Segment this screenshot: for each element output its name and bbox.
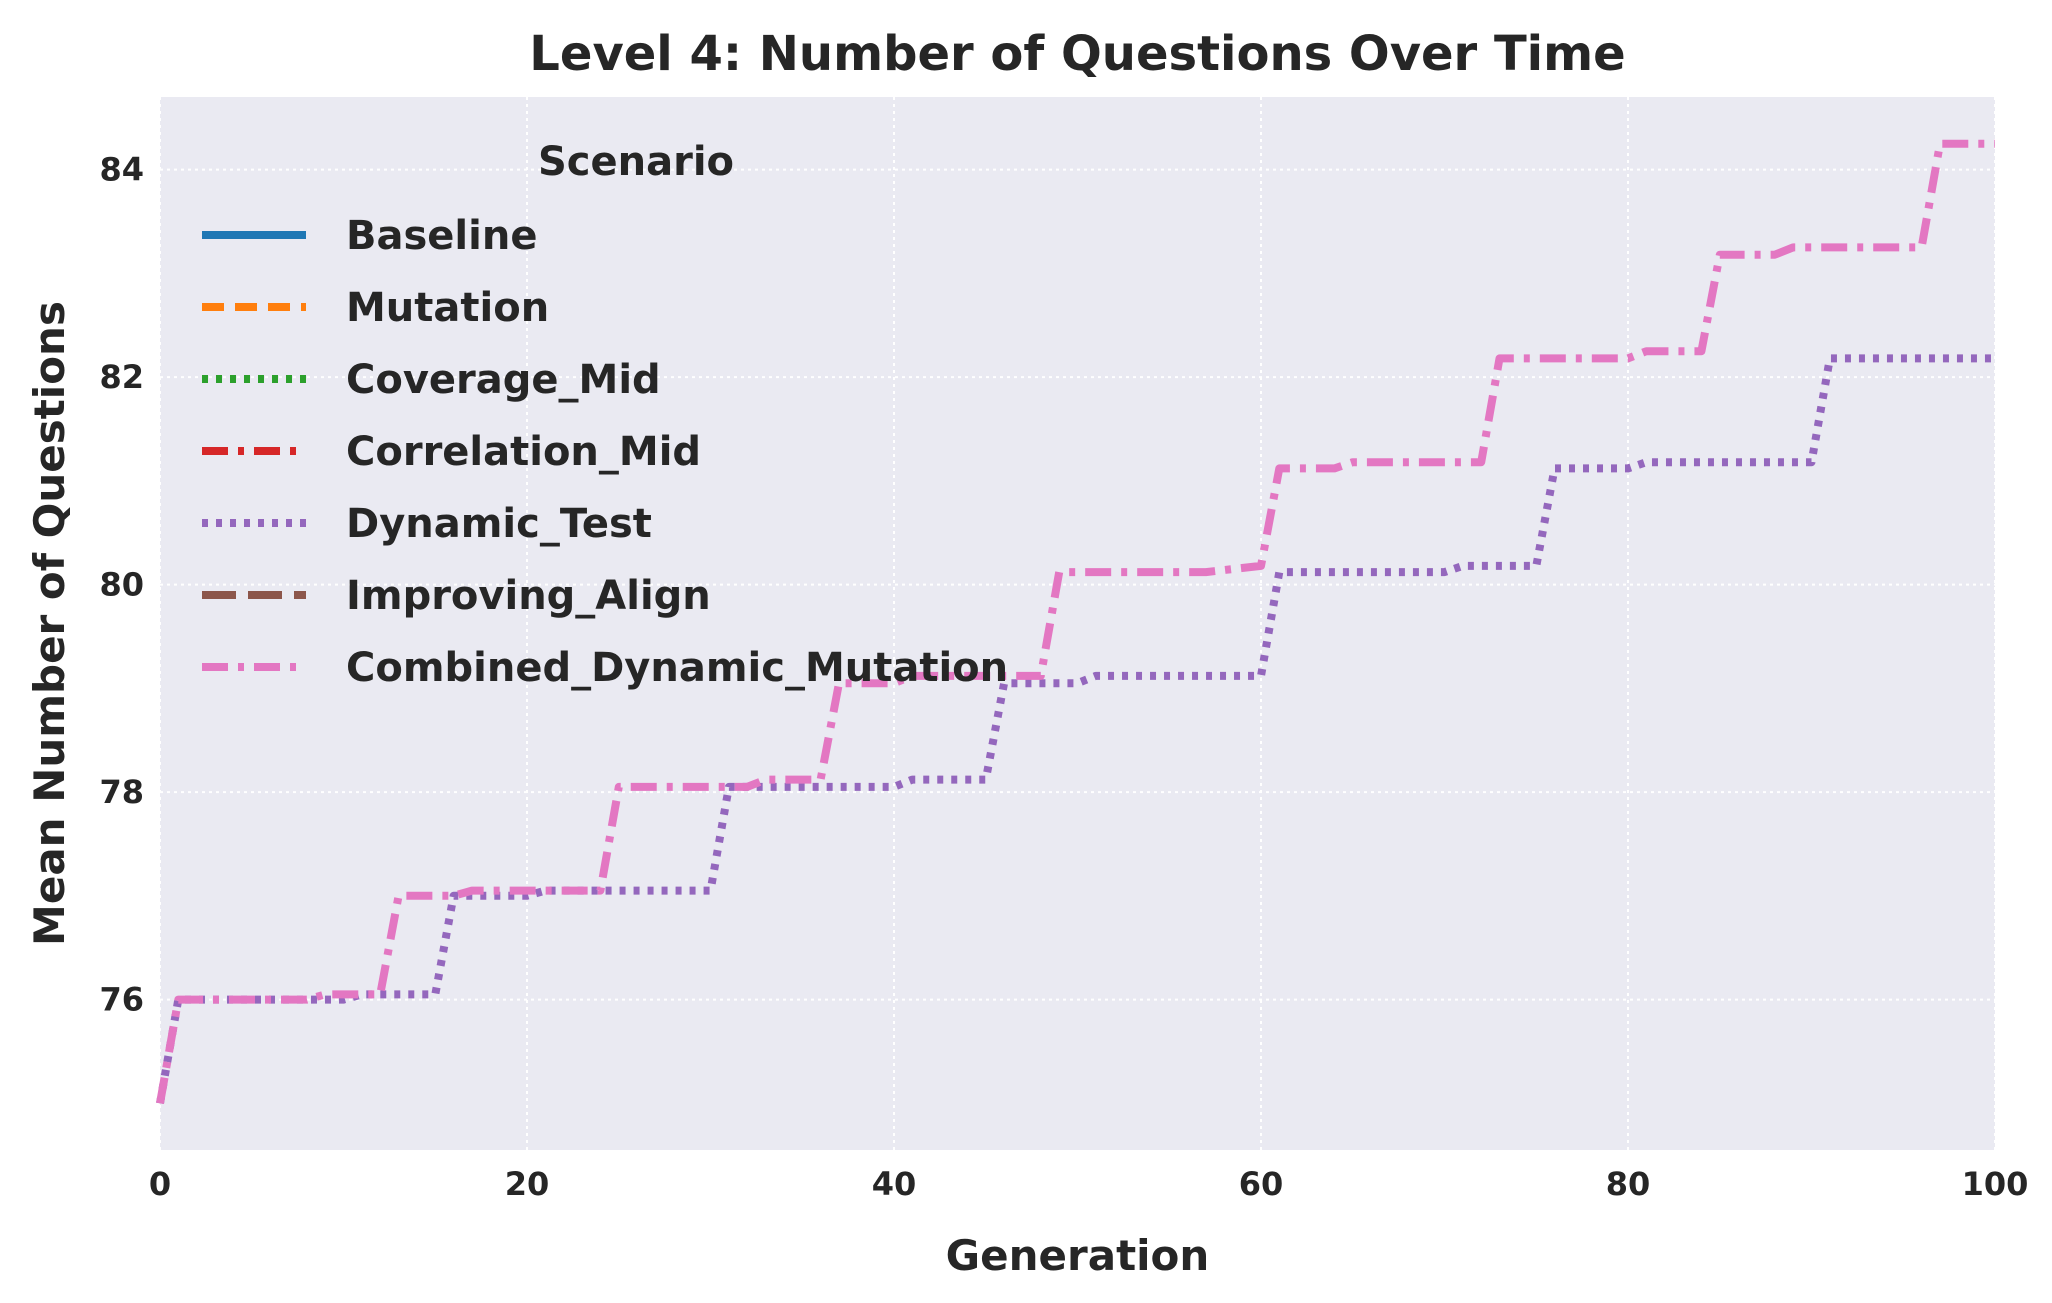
chart-title: Level 4: Number of Questions Over Time [529, 26, 1625, 82]
legend-label: Mutation [346, 285, 549, 331]
legend-label: Correlation_Mid [346, 429, 701, 475]
y-tick-label: 84 [99, 151, 144, 189]
x-axis-ticks: 0 20 40 60 80 100 [149, 1165, 2029, 1203]
y-axis-label: Mean Number of Questions [25, 301, 74, 946]
legend-label: Combined_Dynamic_Mutation [346, 645, 1008, 691]
series-line-combined-dynamic-mutation [156, 139, 1995, 1104]
x-tick-label: 40 [872, 1165, 917, 1203]
legend-title: Scenario [538, 139, 734, 185]
y-tick-label: 76 [99, 981, 144, 1019]
y-tick-label: 78 [99, 773, 144, 811]
series-layer [156, 139, 1995, 1104]
x-tick-label: 0 [149, 1165, 171, 1203]
x-tick-label: 80 [1606, 1165, 1651, 1203]
x-tick-label: 60 [1239, 1165, 1284, 1203]
legend: Scenario Baseline Mutation Coverage_Mid Cor… [202, 139, 1008, 691]
series-line-dynamic-test [156, 354, 1995, 1104]
y-tick-label: 82 [99, 358, 144, 396]
x-axis-label: Generation [946, 1231, 1210, 1280]
legend-label: Dynamic_Test [346, 501, 652, 547]
grid [159, 97, 1996, 1150]
legend-label: Improving_Align [346, 573, 711, 619]
x-tick-label: 20 [505, 1165, 550, 1203]
legend-label: Coverage_Mid [346, 357, 661, 403]
legend-label: Baseline [346, 213, 537, 259]
y-axis-ticks: 76 78 80 82 84 [99, 151, 144, 1019]
x-tick-label: 100 [1962, 1165, 2029, 1203]
y-tick-label: 80 [99, 566, 144, 604]
plot-area [160, 97, 1995, 1150]
